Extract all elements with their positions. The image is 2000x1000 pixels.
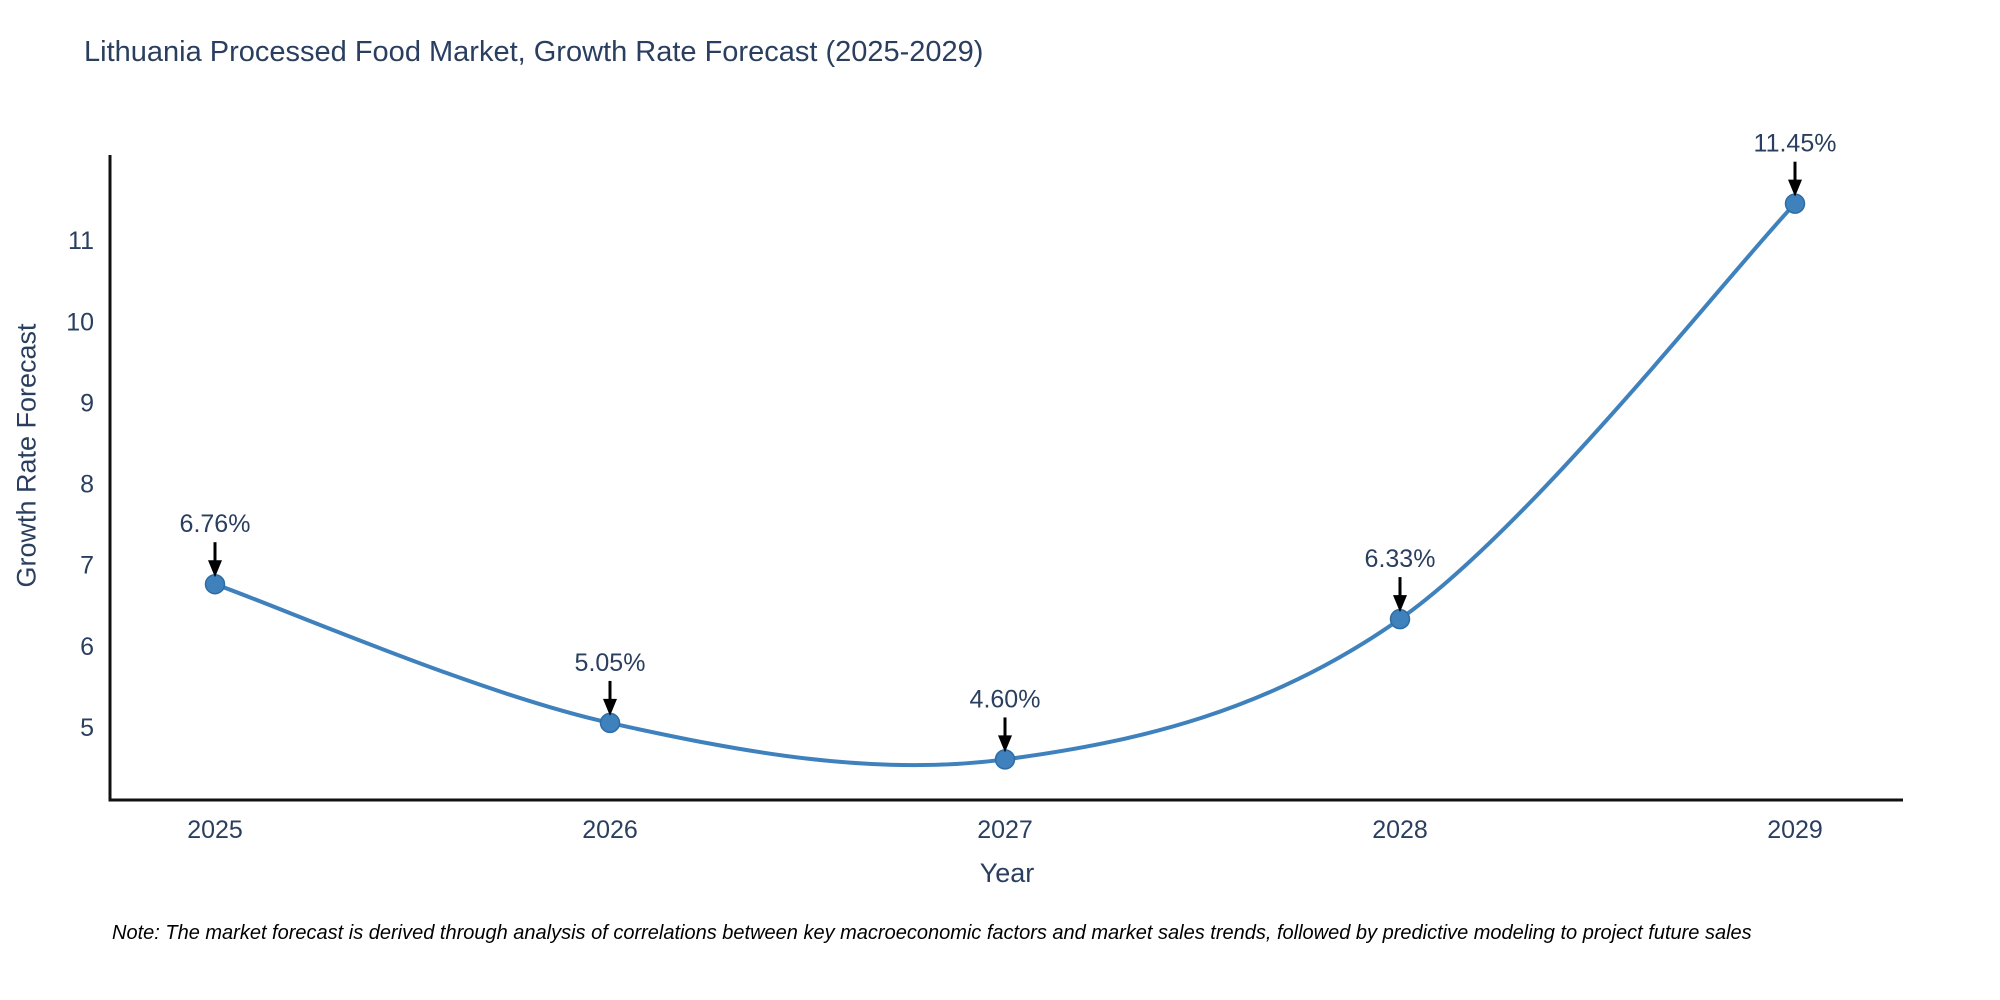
y-tick-label: 5 — [80, 714, 94, 742]
y-tick-label: 7 — [80, 552, 94, 580]
x-tick-label: 2029 — [1767, 816, 1823, 844]
annotation-arrow-head — [1393, 595, 1407, 613]
annotation-arrow-head — [998, 735, 1012, 753]
data-point-label: 11.45% — [1754, 130, 1837, 158]
data-point-label: 6.33% — [1365, 545, 1436, 573]
data-point-marker — [204, 573, 226, 595]
annotation-arrow-head — [1788, 179, 1802, 197]
x-tick-label: 2028 — [1372, 816, 1428, 844]
chart-title: Lithuania Processed Food Market, Growth … — [84, 36, 984, 68]
x-tick-label: 2027 — [977, 816, 1033, 844]
x-tick-label: 2025 — [187, 816, 243, 844]
data-point-marker — [1389, 608, 1411, 630]
forecast-line — [213, 201, 1797, 768]
data-point-marker — [994, 749, 1016, 770]
x-tick-label: 2026 — [582, 816, 638, 844]
y-tick-label: 6 — [80, 633, 94, 661]
y-tick-label: 10 — [66, 308, 94, 336]
annotation-arrow-head — [603, 698, 617, 716]
data-point-marker — [599, 712, 621, 734]
y-tick-label: 8 — [80, 471, 94, 499]
footnote: Note: The market forecast is derived thr… — [112, 922, 1752, 944]
data-point-label: 5.05% — [575, 649, 646, 677]
data-point-label: 4.60% — [970, 685, 1041, 713]
data-point-marker — [1784, 193, 1806, 214]
x-axis-title: Year — [979, 858, 1035, 888]
y-axis-title: Growth Rate Forecast — [11, 323, 42, 588]
y-tick-label: 11 — [68, 227, 94, 255]
y-tick-label: 9 — [80, 389, 94, 417]
data-point-label: 6.76% — [180, 510, 251, 538]
annotation-arrow-head — [208, 560, 222, 578]
